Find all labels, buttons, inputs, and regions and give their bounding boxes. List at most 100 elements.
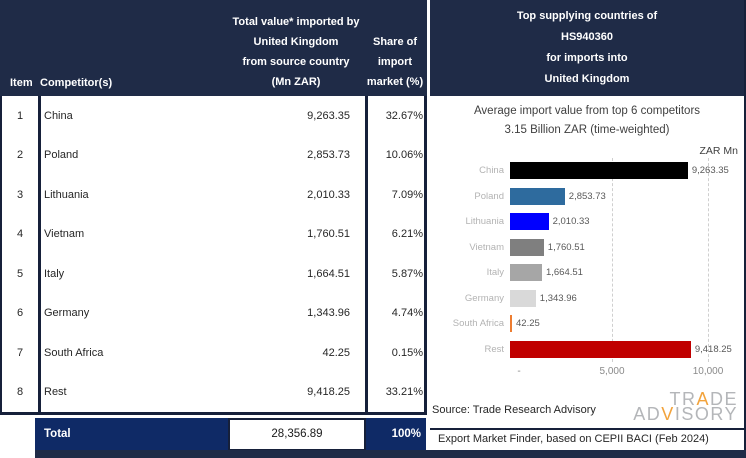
column-header-value-line: Total value* imported by: [232, 16, 360, 28]
table-row: 1 China 9,263.35 32.67%: [2, 96, 427, 136]
chart-header-line: for imports into: [546, 52, 628, 64]
column-header-share-line: Share of: [372, 36, 417, 48]
table-row: 4 Vietnam 1,760.51 6.21%: [2, 215, 427, 255]
chart-category-label: China: [479, 165, 504, 177]
chart-header-line: HS940360: [561, 31, 613, 43]
share-cell: 0.15%: [391, 346, 423, 359]
chart-bar: [510, 238, 544, 256]
table-row: 7 South Africa 42.25 0.15%: [2, 333, 427, 373]
column-divider: [365, 96, 368, 412]
column-header-competitor: Competitor(s): [40, 77, 113, 89]
chart-category-label: Vietnam: [469, 241, 504, 253]
value-cell: 42.25: [322, 346, 350, 359]
table-header: Item Competitor(s) Total value* imported…: [0, 0, 427, 96]
column-header-value-line: (Mn ZAR): [271, 76, 321, 88]
chart-bar: [510, 340, 691, 358]
chart-x-tick: -: [517, 366, 521, 377]
share-cell: 32.67%: [385, 109, 423, 122]
item-cell: 1: [16, 109, 24, 122]
item-cell: 5: [16, 267, 24, 280]
competitor-cell: Germany: [44, 307, 90, 320]
chart-category-label: South Africa: [452, 318, 504, 330]
chart-value-label: 2,010.33: [552, 216, 590, 228]
column-header-value-line: from source country: [242, 56, 350, 68]
item-cell: 4: [16, 228, 24, 241]
chart-value-label: 9,418.25: [694, 343, 732, 355]
column-header-item: Item: [10, 77, 33, 89]
column-header-share: Share of import market (%): [366, 32, 424, 92]
item-cell: 3: [16, 188, 24, 201]
chart-gridline: [708, 158, 709, 362]
value-cell: 1,664.51: [307, 267, 350, 280]
chart-bar-row: China 9,263.35: [430, 158, 744, 184]
total-value: 28,356.89: [228, 418, 366, 451]
chart-bar-row: Germany 1,343.96: [430, 286, 744, 312]
column-header-value: Total value* imported by United Kingdom …: [214, 12, 378, 92]
chart-category-label: Rest: [484, 343, 504, 355]
chart-value-label: 9,263.35: [691, 165, 729, 177]
column-divider: [424, 96, 427, 412]
chart-category-label: Italy: [486, 267, 504, 279]
logo-accent-letter: A: [696, 389, 710, 409]
chart-header-line: United Kingdom: [544, 73, 630, 85]
table-row: 6 Germany 1,343.96 4.74%: [2, 294, 427, 334]
chart-value-label: 1,760.51: [547, 241, 585, 253]
chart-unit-label: ZAR Mn: [699, 145, 738, 157]
competitor-cell: South Africa: [44, 346, 104, 359]
item-cell: 7: [16, 346, 24, 359]
chart-bar: [510, 289, 536, 307]
chart-bar: [510, 213, 549, 231]
column-header-share-line: market (%): [366, 76, 424, 88]
chart-gridline: [612, 158, 613, 362]
chart-value-label: 2,853.73: [568, 190, 606, 202]
chart-subtitle: 3.15 Billion ZAR (time-weighted): [504, 124, 670, 136]
chart-title: Average import value from top 6 competit…: [473, 105, 701, 117]
table-row: 5 Italy 1,664.51 5.87%: [2, 254, 427, 294]
bottom-border-strip: [35, 450, 746, 458]
chart-bar-row: Poland 2,853.73: [430, 184, 744, 210]
total-row: Total 28,356.89 100%: [35, 418, 426, 451]
chart-bar: [510, 315, 512, 333]
chart-x-tick: 5,000: [599, 366, 625, 377]
table-row: 8 Rest 9,418.25 33.21%: [2, 373, 427, 413]
logo-line-advisory: ADVISORY: [633, 404, 738, 424]
table-body: 1 China 9,263.35 32.67% 2 Poland 2,853.73 10.06…: [0, 96, 427, 415]
share-cell: 10.06%: [385, 149, 423, 162]
column-header-value-line: United Kingdom: [253, 36, 339, 48]
item-cell: 2: [16, 149, 24, 162]
chart-category-label: Germany: [464, 292, 504, 304]
competitor-cell: Vietnam: [44, 228, 85, 241]
logo-accent-letter: V: [661, 404, 675, 424]
chart-bar: [510, 187, 565, 205]
chart-category-label: Lithuania: [465, 216, 504, 228]
item-cell: 8: [16, 386, 24, 399]
value-cell: 2,010.33: [307, 188, 350, 201]
chart-bar-row: Lithuania 2,010.33: [430, 209, 744, 235]
competitor-cell: Rest: [44, 386, 67, 399]
share-cell: 4.74%: [391, 307, 423, 320]
chart-header-line: Top supplying countries of: [516, 10, 658, 22]
chart-header: Top supplying countries of HS940360 for …: [430, 0, 744, 96]
chart-category-label: Poland: [474, 190, 504, 202]
value-cell: 2,853.73: [307, 149, 350, 162]
column-header-share-line: import: [377, 56, 413, 68]
chart-bar-row: Italy 1,664.51: [430, 260, 744, 286]
chart-x-tick: 10,000: [692, 366, 724, 377]
chart-value-label: 1,664.51: [545, 267, 583, 279]
competitor-cell: China: [44, 109, 73, 122]
chart-value-label: 1,343.96: [539, 292, 577, 304]
chart-panel-container: Top supplying countries of HS940360 for …: [430, 0, 746, 458]
logo-line-trade: TRADE: [669, 389, 738, 409]
source-text-2: Export Market Finder, based on CEPII BAC…: [438, 433, 709, 445]
total-share: 100%: [366, 418, 426, 451]
table-row: 3 Lithuania 2,010.33 7.09%: [2, 175, 427, 215]
share-cell: 6.21%: [391, 228, 423, 241]
chart-value-label: 42.25: [516, 318, 540, 330]
chart-bar-row: Rest 9,418.25: [430, 337, 744, 363]
competitor-cell: Italy: [44, 267, 65, 280]
competitor-cell: Poland: [44, 149, 79, 162]
value-cell: 1,343.96: [307, 307, 350, 320]
chart-bar-row: Vietnam 1,760.51: [430, 235, 744, 261]
chart-plot: China 9,263.35 Poland 2,853.73 Lithuania 2,01…: [430, 158, 744, 362]
